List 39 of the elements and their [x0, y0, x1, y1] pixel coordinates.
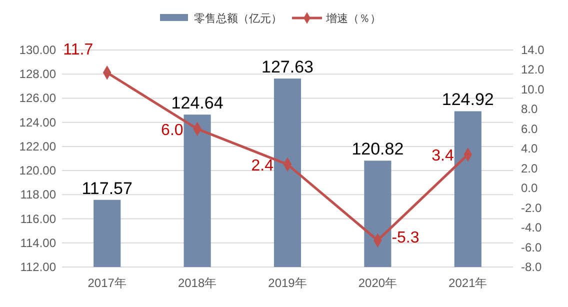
y-tick-label: 112.00 [20, 260, 56, 274]
y2-tick-label: 12.0 [521, 62, 545, 77]
x-tick-label: 2017年 [88, 276, 126, 290]
y2-tick-label: 2.0 [521, 161, 538, 176]
y2-tick-label: 10.0 [521, 82, 545, 96]
legend-label: 增速（％） [325, 12, 381, 25]
data-label: 127.63 [262, 58, 314, 77]
y-tick-label: 130.00 [19, 43, 56, 57]
y-tick-label: 128.00 [19, 67, 56, 82]
y-tick-label: 120.00 [19, 164, 56, 178]
data-label: -5.3 [392, 229, 420, 246]
y2-tick-label: -8.0 [521, 260, 542, 274]
data-label: 117.57 [82, 178, 132, 198]
legend-label: 零售总额（亿元） [194, 12, 282, 25]
y2-tick-label: -4.0 [521, 220, 542, 235]
x-tick-label: 2018年 [178, 276, 217, 290]
y2-tick-label: -2.0 [521, 200, 542, 215]
data-label: 6.0 [161, 122, 184, 139]
y-tick-label: 114.00 [20, 236, 56, 250]
data-label: 3.4 [432, 148, 454, 165]
y2-tick-label: -6.0 [521, 240, 542, 254]
y2-tick-label: 4.0 [521, 142, 538, 156]
data-label: 11.7 [63, 42, 94, 59]
y-tick-label: 126.00 [19, 91, 56, 106]
y2-tick-label: 14.0 [521, 43, 545, 57]
data-label: 124.64 [171, 94, 224, 113]
x-tick-label: 2019年 [268, 276, 307, 290]
y-tick-label: 118.00 [20, 188, 56, 202]
y-tick-label: 122.00 [19, 139, 56, 154]
x-tick-label: 2021年 [448, 276, 488, 290]
y-tick-label: 116.00 [20, 212, 56, 226]
data-label: 120.82 [352, 140, 404, 159]
y-tick-label: 124.00 [19, 115, 56, 130]
y2-tick-label: 8.0 [521, 102, 538, 116]
x-tick-label: 2020年 [358, 276, 398, 290]
data-label: 2.4 [251, 157, 274, 174]
y2-tick-label: 6.0 [521, 122, 538, 136]
data-label: 124.92 [442, 90, 494, 110]
y2-tick-label: 0.0 [521, 181, 538, 196]
